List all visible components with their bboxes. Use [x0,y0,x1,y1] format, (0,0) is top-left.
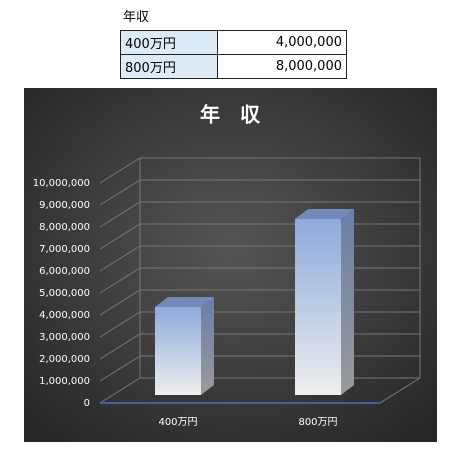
cell: 4,000,000 [217,30,347,55]
y-tick-label: 6,000,000 [39,266,90,277]
bar-side [201,297,214,395]
floor-edge [379,377,421,404]
bar-front [155,307,201,395]
y-tick-label: 2,000,000 [39,354,90,365]
bar-top [155,297,214,307]
bar-front [295,219,341,395]
bar [295,209,354,395]
data-table: 400万円 4,000,000 800万円 8,000,000 [120,30,347,79]
chart: 年 収 0 1,000,000 2,000,000 3,000,000 4,000,00… [24,88,437,442]
x-tick-label: 800万円 [298,417,337,428]
bar [155,297,214,395]
y-tick-label: 10,000,000 [33,178,90,189]
y-tick-label: 3,000,000 [39,332,90,343]
cell: 400万円 [120,30,218,55]
bar-side [341,209,354,395]
chart-background [24,88,437,442]
y-tick-label: 1,000,000 [39,376,90,387]
y-tick-label: 8,000,000 [39,222,90,233]
x-tick-label: 400万円 [158,417,197,428]
y-tick-label: 7,000,000 [39,244,90,255]
row: 800万円 8,000,000 [120,54,347,79]
row: 400万円 4,000,000 [120,30,347,55]
grid-line [99,201,420,228]
bar-top [295,209,354,219]
cell: 800万円 [120,54,218,79]
chart-title: 年 収 [200,103,261,127]
y-tick-label: 0 [84,398,90,409]
table-title: 年収 [123,10,150,25]
y-tick-label: 9,000,000 [39,200,90,211]
y-tick-label: 5,000,000 [39,288,90,299]
grid-line [99,179,420,206]
cell: 8,000,000 [217,54,347,79]
grid-line [99,157,420,184]
y-tick-label: 4,000,000 [39,310,90,321]
